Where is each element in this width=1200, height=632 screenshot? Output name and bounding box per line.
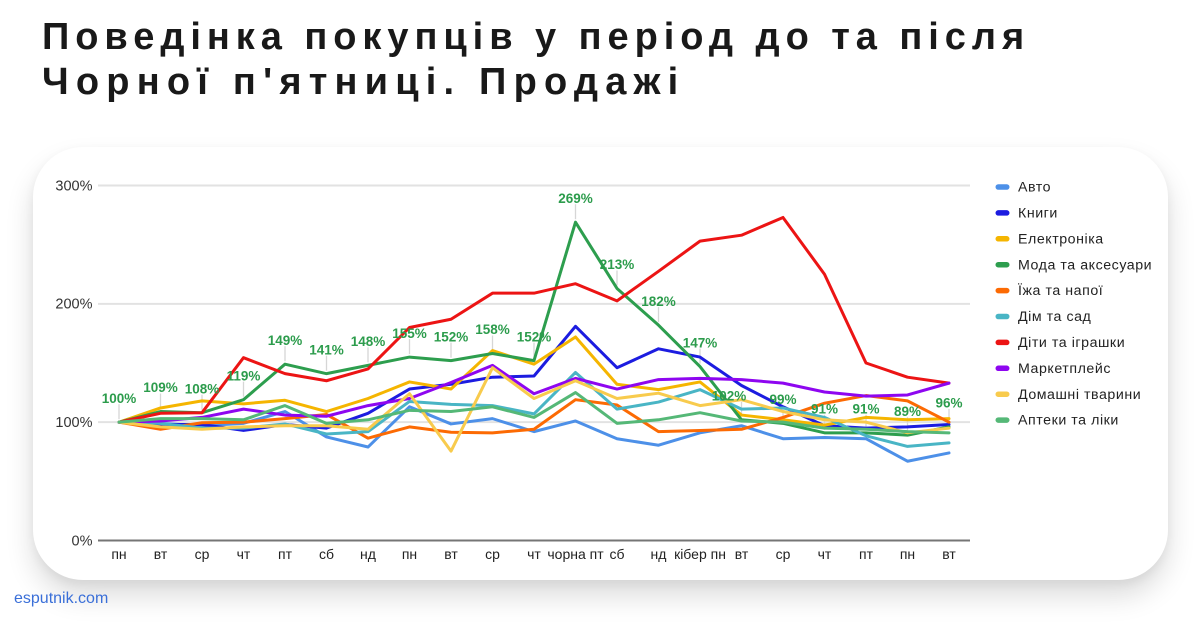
svg-text:Книги: Книги	[1018, 206, 1058, 222]
svg-text:чт: чт	[818, 546, 832, 562]
svg-text:вт: вт	[942, 546, 956, 562]
svg-text:Дім та сад: Дім та сад	[1018, 309, 1092, 325]
svg-text:сб: сб	[609, 546, 624, 562]
svg-text:91%: 91%	[852, 402, 879, 417]
svg-text:100%: 100%	[55, 415, 92, 431]
svg-text:Діти та іграшки: Діти та іграшки	[1018, 335, 1125, 351]
svg-text:152%: 152%	[434, 329, 469, 344]
svg-text:109%: 109%	[143, 380, 178, 395]
svg-text:пн: пн	[402, 546, 417, 562]
svg-text:ср: ср	[485, 546, 500, 562]
svg-text:96%: 96%	[935, 396, 962, 411]
svg-text:Мода та аксесуари: Мода та аксесуари	[1018, 257, 1152, 273]
svg-text:нд: нд	[360, 546, 376, 562]
svg-text:182%: 182%	[641, 294, 676, 309]
svg-text:нд: нд	[651, 546, 667, 562]
svg-text:Домашні тварини: Домашні тварини	[1018, 387, 1141, 403]
svg-text:вт: вт	[444, 546, 458, 562]
svg-text:200%: 200%	[55, 297, 92, 313]
svg-text:213%: 213%	[600, 257, 635, 272]
svg-text:чт: чт	[527, 546, 541, 562]
svg-text:152%: 152%	[517, 329, 552, 344]
svg-text:пт: пт	[278, 546, 293, 562]
svg-text:269%: 269%	[558, 191, 593, 206]
svg-text:пн: пн	[900, 546, 915, 562]
svg-text:пн: пн	[111, 546, 126, 562]
svg-text:158%: 158%	[475, 322, 510, 337]
svg-text:кібер пн: кібер пн	[674, 546, 726, 562]
svg-text:91%: 91%	[811, 402, 838, 417]
svg-text:141%: 141%	[309, 342, 344, 357]
svg-text:пт: пт	[859, 546, 874, 562]
svg-text:Маркетплейс: Маркетплейс	[1018, 361, 1111, 377]
svg-text:108%: 108%	[185, 381, 220, 396]
svg-text:119%: 119%	[227, 368, 261, 383]
svg-text:вт: вт	[735, 546, 749, 562]
svg-text:99%: 99%	[769, 392, 796, 407]
svg-text:Електроніка: Електроніка	[1018, 231, 1104, 247]
svg-text:148%: 148%	[351, 334, 386, 349]
svg-text:147%: 147%	[683, 335, 718, 350]
svg-text:300%: 300%	[55, 178, 92, 194]
svg-text:155%: 155%	[392, 326, 427, 341]
svg-text:102%: 102%	[712, 389, 747, 404]
svg-text:чт: чт	[237, 546, 251, 562]
svg-text:ср: ср	[195, 546, 210, 562]
svg-text:вт: вт	[154, 546, 168, 562]
svg-text:Авто: Авто	[1018, 180, 1051, 196]
svg-text:чорна пт: чорна пт	[547, 546, 604, 562]
svg-text:Їжа та напої: Їжа та напої	[1018, 282, 1103, 299]
svg-text:100%: 100%	[102, 391, 137, 406]
svg-text:0%: 0%	[72, 533, 93, 549]
svg-text:ср: ср	[776, 546, 791, 562]
svg-text:149%: 149%	[268, 333, 303, 348]
svg-text:сб: сб	[319, 546, 334, 562]
svg-text:Аптеки та ліки: Аптеки та ліки	[1018, 413, 1119, 429]
svg-text:89%: 89%	[894, 404, 921, 419]
